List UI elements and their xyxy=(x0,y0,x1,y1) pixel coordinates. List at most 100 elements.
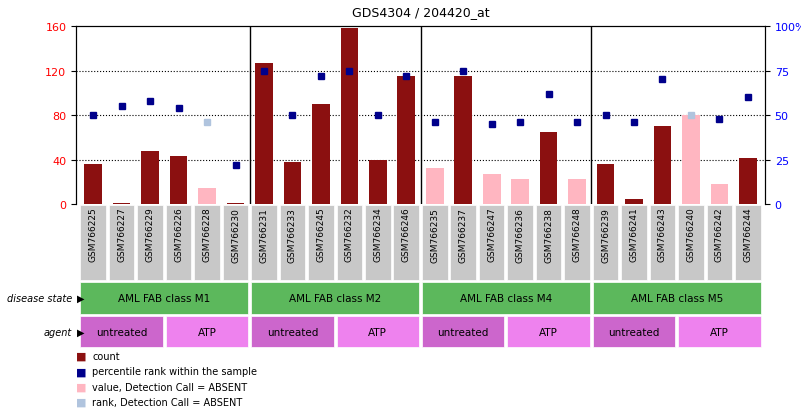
Bar xyxy=(227,204,244,205)
Text: GSM766247: GSM766247 xyxy=(487,207,496,262)
Bar xyxy=(564,206,590,280)
Bar xyxy=(336,316,419,348)
Bar xyxy=(80,206,106,280)
Bar xyxy=(622,206,647,280)
Bar xyxy=(650,206,675,280)
Text: disease state: disease state xyxy=(7,293,72,303)
Bar xyxy=(422,316,505,348)
Text: AML FAB class M5: AML FAB class M5 xyxy=(630,293,723,303)
Bar xyxy=(369,160,387,205)
Text: count: count xyxy=(92,351,119,361)
Bar xyxy=(312,105,330,205)
Bar xyxy=(735,206,761,280)
Text: GSM766233: GSM766233 xyxy=(288,207,297,262)
Bar xyxy=(593,206,618,280)
Bar xyxy=(678,316,761,348)
Bar xyxy=(593,282,761,314)
Bar xyxy=(450,206,476,280)
Text: untreated: untreated xyxy=(96,327,147,337)
Text: GSM766237: GSM766237 xyxy=(459,207,468,262)
Text: GSM766240: GSM766240 xyxy=(686,207,695,262)
Bar xyxy=(252,316,334,348)
Bar xyxy=(426,168,444,205)
Text: GSM766245: GSM766245 xyxy=(316,207,325,262)
Bar xyxy=(365,206,391,280)
Bar xyxy=(626,199,643,205)
Text: ATP: ATP xyxy=(710,327,729,337)
Bar xyxy=(166,206,191,280)
Text: GSM766232: GSM766232 xyxy=(345,207,354,262)
Text: GSM766227: GSM766227 xyxy=(117,207,126,262)
Text: GSM766244: GSM766244 xyxy=(743,207,752,261)
Text: ■: ■ xyxy=(76,366,87,376)
Text: GSM766236: GSM766236 xyxy=(516,207,525,262)
Bar xyxy=(80,282,248,314)
Text: ATP: ATP xyxy=(198,327,216,337)
Text: untreated: untreated xyxy=(267,327,318,337)
Text: untreated: untreated xyxy=(608,327,660,337)
Text: GSM766235: GSM766235 xyxy=(430,207,439,262)
Bar xyxy=(678,206,704,280)
Bar xyxy=(536,206,562,280)
Text: GSM766231: GSM766231 xyxy=(260,207,268,262)
Text: ▶: ▶ xyxy=(77,327,84,337)
Text: ■: ■ xyxy=(76,382,87,392)
Bar xyxy=(568,179,586,205)
Text: ■: ■ xyxy=(76,351,87,361)
Bar xyxy=(252,206,277,280)
Bar xyxy=(170,157,187,205)
Bar xyxy=(682,116,700,205)
Bar xyxy=(422,206,448,280)
Text: GSM766234: GSM766234 xyxy=(373,207,382,262)
Text: GSM766242: GSM766242 xyxy=(715,207,724,261)
Bar xyxy=(540,133,557,205)
Bar xyxy=(252,282,419,314)
Text: agent: agent xyxy=(44,327,72,337)
Bar xyxy=(223,206,248,280)
Bar xyxy=(597,165,614,205)
Text: percentile rank within the sample: percentile rank within the sample xyxy=(92,366,257,376)
Text: untreated: untreated xyxy=(437,327,489,337)
Bar xyxy=(479,206,505,280)
Bar xyxy=(507,206,533,280)
Text: AML FAB class M1: AML FAB class M1 xyxy=(119,293,211,303)
Text: GSM766230: GSM766230 xyxy=(231,207,240,262)
Text: rank, Detection Call = ABSENT: rank, Detection Call = ABSENT xyxy=(92,397,243,407)
Bar xyxy=(710,185,728,205)
Bar xyxy=(511,179,529,205)
Text: GSM766229: GSM766229 xyxy=(146,207,155,262)
Text: ATP: ATP xyxy=(539,327,558,337)
Bar xyxy=(308,206,334,280)
Text: GSM766226: GSM766226 xyxy=(174,207,183,262)
Text: value, Detection Call = ABSENT: value, Detection Call = ABSENT xyxy=(92,382,248,392)
Text: GSM766239: GSM766239 xyxy=(601,207,610,262)
Bar xyxy=(507,316,590,348)
Bar xyxy=(137,206,163,280)
Bar xyxy=(706,206,732,280)
Bar xyxy=(483,175,501,205)
Bar xyxy=(194,206,219,280)
Bar xyxy=(113,204,131,205)
Bar xyxy=(256,64,273,205)
Bar xyxy=(141,152,159,205)
Text: AML FAB class M4: AML FAB class M4 xyxy=(460,293,552,303)
Bar xyxy=(80,316,163,348)
Bar xyxy=(198,188,215,205)
Bar xyxy=(422,282,590,314)
Bar xyxy=(84,165,102,205)
Text: AML FAB class M2: AML FAB class M2 xyxy=(289,293,381,303)
Bar xyxy=(166,316,248,348)
Text: GDS4304 / 204420_at: GDS4304 / 204420_at xyxy=(352,6,489,19)
Text: GSM766241: GSM766241 xyxy=(630,207,638,262)
Bar xyxy=(109,206,135,280)
Text: GSM766238: GSM766238 xyxy=(544,207,553,262)
Bar xyxy=(340,29,358,205)
Bar xyxy=(284,163,301,205)
Text: GSM766246: GSM766246 xyxy=(402,207,411,262)
Bar xyxy=(336,206,362,280)
Bar xyxy=(397,77,415,205)
Bar xyxy=(454,77,472,205)
Bar xyxy=(654,127,671,205)
Bar xyxy=(393,206,419,280)
Text: ▶: ▶ xyxy=(77,293,84,303)
